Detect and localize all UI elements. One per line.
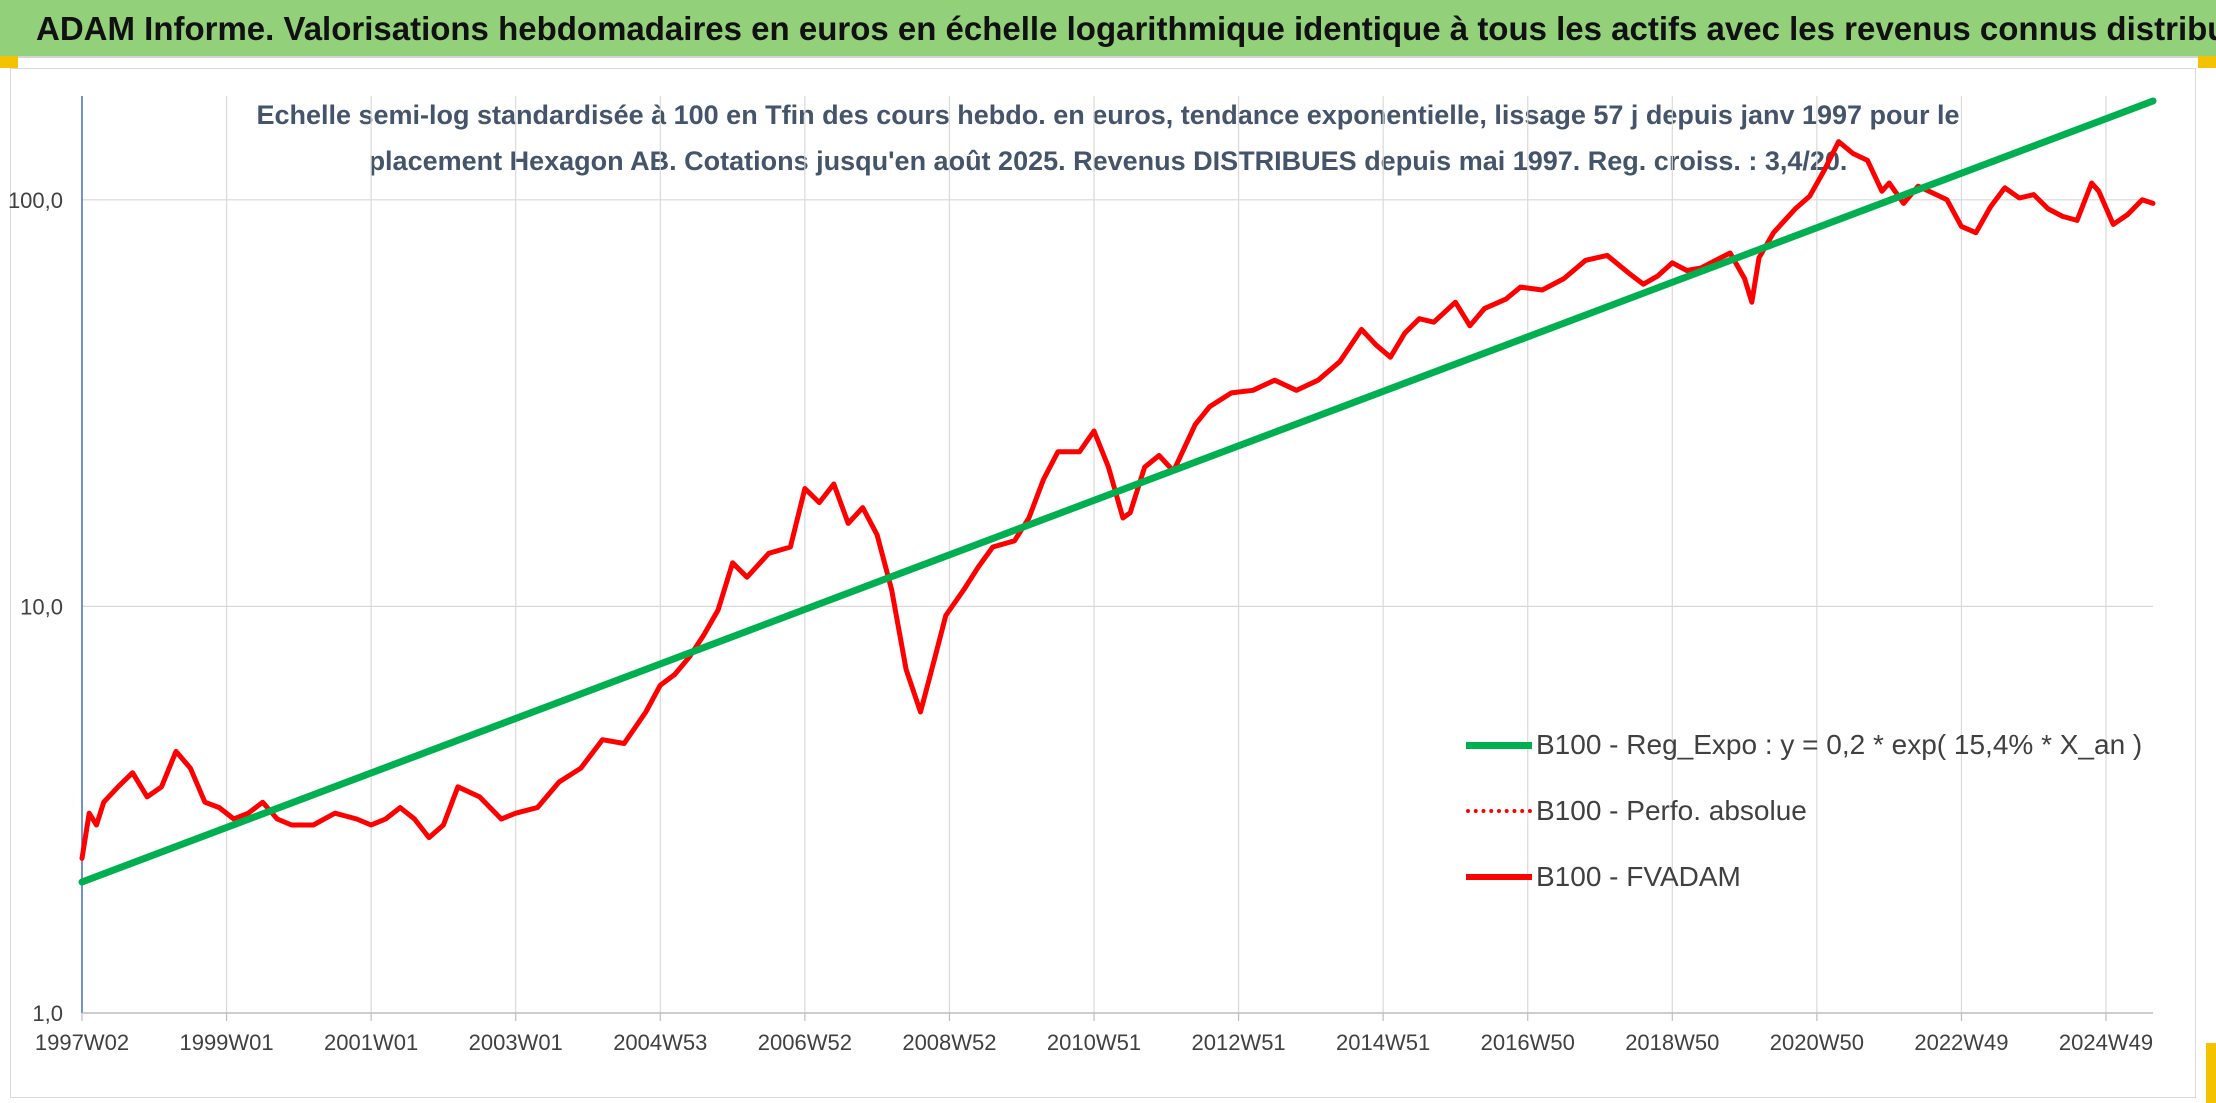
x-tick-label: 2020W50 [1770, 1030, 1864, 1055]
banner: ADAM Informe. Valorisations hebdomadaire… [0, 0, 2216, 58]
banner-title: ADAM Informe. Valorisations hebdomadaire… [36, 10, 2216, 47]
legend-item: B100 - Reg_Expo : y = 0,2 * exp( 15,4% *… [1466, 728, 2142, 762]
x-tick-label: 2014W51 [1336, 1030, 1430, 1055]
legend-label: B100 - Reg_Expo : y = 0,2 * exp( 15,4% *… [1536, 729, 2143, 760]
x-tick-label: 2001W01 [324, 1030, 418, 1055]
series-line [78, 97, 2157, 886]
chart-frame [10, 68, 2196, 1098]
chart-title-line-2: placement Hexagon AB. Cotations jusqu'en… [368, 146, 1848, 176]
x-tick-label: 2008W52 [902, 1030, 996, 1055]
series-layer [78, 97, 2157, 886]
legend-label: B100 - Perfo. absolue [1536, 795, 1807, 826]
legend-swatch [1466, 741, 1532, 749]
chart-title-line-1: Echelle semi-log standardisée à 100 en T… [256, 100, 1960, 130]
tick-labels: 1997W02 1999W01 2001W01 2003W01 2004W53 2006W… [8, 188, 2153, 1055]
legend-label: B100 - FVADAM [1536, 861, 1741, 892]
x-tick-label: 2006W52 [758, 1030, 852, 1055]
x-tick-label: 2010W51 [1047, 1030, 1141, 1055]
x-tick-label: 2003W01 [469, 1030, 563, 1055]
x-tick-label: 2012W51 [1191, 1030, 1285, 1055]
y-tick-label: 1,0 [32, 1001, 63, 1026]
chart-title: Echelle semi-log standardisée à 100 en T… [0, 92, 2216, 184]
legend-item: B100 - FVADAM [1466, 860, 1741, 894]
x-tick-label: 1999W01 [179, 1030, 273, 1055]
legend-item: B100 - Perfo. absolue [1466, 794, 1807, 828]
series-line [79, 139, 2156, 861]
grid [81, 96, 2153, 1014]
x-tick-label: 2004W53 [613, 1030, 707, 1055]
legend-swatch [1466, 809, 1532, 813]
x-tick-label: 2016W50 [1481, 1030, 1575, 1055]
corner-marker [2206, 1043, 2216, 1103]
y-tick-label: 100,0 [8, 188, 63, 213]
corner-marker [0, 56, 18, 68]
x-tick-label: 2022W49 [1914, 1030, 2008, 1055]
legend-swatch [1466, 874, 1532, 880]
axes [81, 96, 2153, 1021]
corner-marker [2198, 56, 2216, 68]
x-tick-label: 2018W50 [1625, 1030, 1719, 1055]
x-tick-label: 2024W49 [2059, 1030, 2153, 1055]
x-tick-label: 1997W02 [35, 1030, 129, 1055]
y-tick-label: 10,0 [20, 594, 63, 619]
